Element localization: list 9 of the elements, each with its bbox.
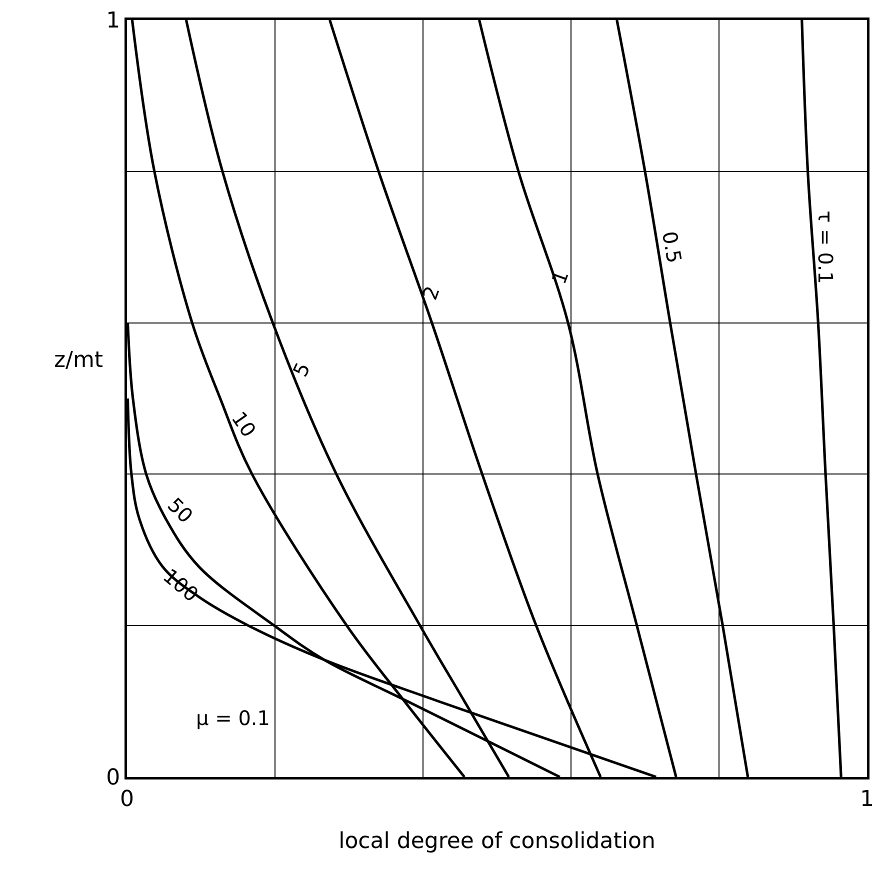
x-axis-title: local degree of consolidation: [338, 829, 656, 854]
annotation: τ = 0.1: [814, 210, 838, 284]
annotation: 0.5: [657, 229, 686, 265]
annotation: μ = 0.1: [196, 706, 270, 730]
annotation: 50: [162, 492, 198, 528]
annotation: 10: [226, 406, 262, 442]
y-axis-title: z/mt: [54, 348, 104, 373]
annotation: 2: [417, 282, 444, 303]
annotation: 5: [288, 358, 315, 380]
